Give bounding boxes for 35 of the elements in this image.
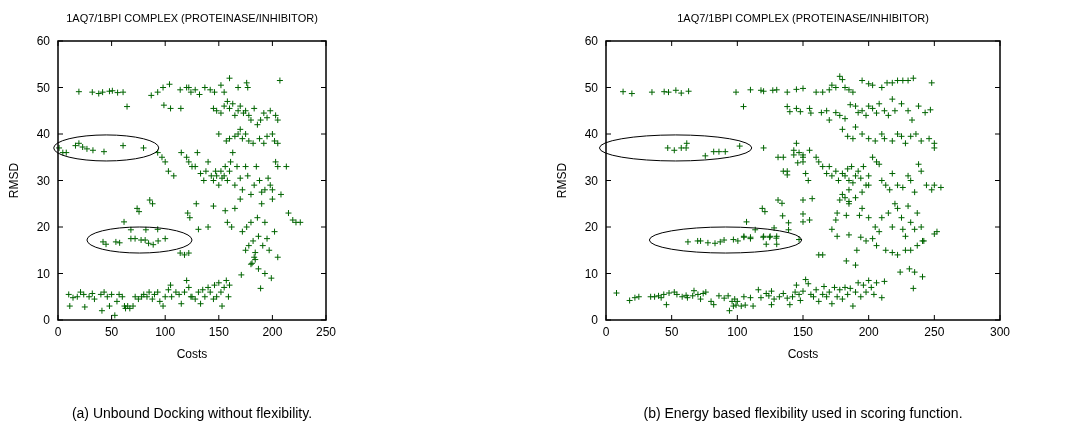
y-tick-label: 40 [36,127,51,142]
y-tick-label: 50 [36,80,51,95]
y-axis-title: RMSD [7,162,21,199]
y-axis-title: RMSD [555,162,569,199]
text: (b) Energy based flexibility used in scoring function. [643,405,963,421]
y-tick-label: 20 [584,220,599,235]
y-tick-label: 40 [584,127,599,142]
y-tick-label: 10 [584,266,599,281]
text: (a) Unbound Docking without flexibility. [71,405,313,421]
y-tick-label: 60 [584,34,599,49]
x-tick-label: 250 [315,325,337,339]
y-tick-label: 20 [36,220,51,235]
y-tick-label: 0 [591,313,599,328]
x-tick-label: 300 [989,325,1011,339]
x-tick-label: 0 [54,325,62,339]
x-tick-label: 150 [208,325,230,339]
chart-title: 1AQ7/1BPI COMPLEX (PROTEINASE/INHIBITOR) [677,12,929,24]
chart-title: 1AQ7/1BPI COMPLEX (PROTEINASE/INHIBITOR) [66,12,318,24]
x-axis-title: Costs [787,347,819,361]
y-tick-label: 0 [43,313,51,328]
y-tick-label: 30 [36,173,51,188]
y-tick-label: 10 [36,266,51,281]
x-tick-label: 150 [792,325,814,339]
y-tick-label: 60 [36,34,51,49]
x-tick-label: 250 [924,325,945,339]
x-tick-label: 100 [727,325,748,339]
x-tick-label: 0 [602,325,610,339]
x-tick-label: 200 [262,325,283,339]
y-tick-label: 30 [584,173,599,188]
x-tick-label: 50 [664,325,679,339]
x-tick-label: 100 [155,325,176,339]
x-tick-label: 200 [858,325,879,339]
x-axis-title: Costs [176,347,208,361]
y-tick-label: 50 [584,80,599,95]
x-tick-label: 50 [104,325,119,339]
